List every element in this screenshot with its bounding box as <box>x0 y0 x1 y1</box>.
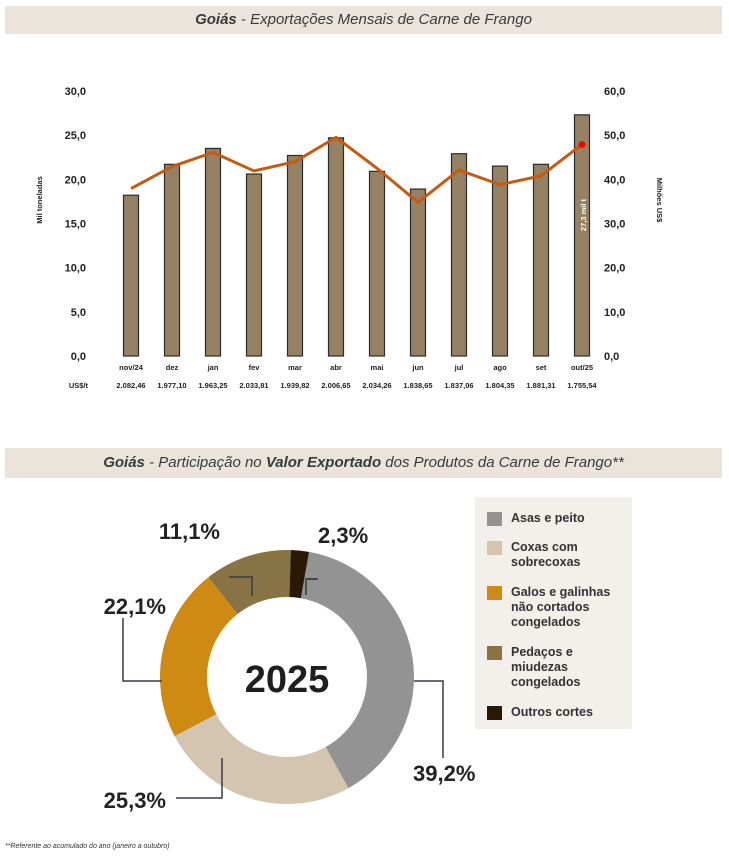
x-tick-label: jun <box>411 363 424 372</box>
bar-dez <box>163 163 181 357</box>
bar-annotation: 27,3 mil t <box>579 198 588 231</box>
legend-label: Outros cortes <box>511 705 593 719</box>
y-tick-label: 10,0 <box>65 263 86 275</box>
price-row-label: US$/t <box>69 381 89 390</box>
price-value: 2.082,46 <box>116 381 145 390</box>
legend-label: Pedaços e miudezas congelados <box>511 645 581 689</box>
legend-swatch <box>487 706 502 720</box>
center-label: 2025 <box>245 659 330 701</box>
y2-tick-label: 20,0 <box>604 263 625 275</box>
y-tick-label: 30,0 <box>65 86 86 98</box>
bar-chart-title: Goiás - Exportações Mensais de Carne de … <box>5 6 722 34</box>
donut-slice-0 <box>300 551 414 789</box>
slice-percent-label: 25,3% <box>104 788 166 813</box>
bar-line-chart: 0,0 5,0 10,0 15,0 20,0 25,0 30,0 0,0 10,0 20,0 30,… <box>35 86 664 390</box>
price-value: 1.881,31 <box>526 381 555 390</box>
price-value: 1.837,06 <box>444 381 473 390</box>
slice-percent-label: 39,2% <box>413 761 475 786</box>
leader-line <box>122 618 162 682</box>
title-part: dos Produtos da Carne de Frango** <box>381 454 624 471</box>
bar-jun <box>409 188 427 357</box>
legend-label: Galos e galinhas não cortados congelados <box>511 585 611 629</box>
price-value: 2.034,26 <box>362 381 391 390</box>
price-value: 1.939,82 <box>280 381 309 390</box>
bar-nov/24 <box>122 194 140 357</box>
title-bold: Valor Exportado <box>265 454 382 471</box>
bar-out/25 <box>573 114 591 357</box>
price-value: 1.804,35 <box>485 381 514 390</box>
y2-tick-label: 10,0 <box>604 307 625 319</box>
x-tick-label: out/25 <box>571 363 593 372</box>
price-value: 1.755,54 <box>567 381 597 390</box>
price-value: 2.006,65 <box>321 381 350 390</box>
bar-fev <box>245 173 263 357</box>
legend-item: Outros cortes <box>487 705 593 720</box>
donut-legend: Asas e peito Coxas com sobrecoxas Galos … <box>475 497 632 729</box>
y-tick-label: 25,0 <box>65 130 86 142</box>
legend-swatch <box>487 646 502 660</box>
y-tick-label: 15,0 <box>65 219 86 231</box>
legend-item: Galos e galinhas não cortados congelados <box>487 585 632 630</box>
footnote: **Referente ao acumulado do ano (janeiro… <box>5 843 170 850</box>
legend-swatch <box>487 541 502 555</box>
x-tick-label: mai <box>371 363 384 372</box>
bar-mai <box>368 170 386 357</box>
slice-percent-label: 11,1% <box>159 519 220 544</box>
y2-tick-label: 0,0 <box>604 351 619 363</box>
legend-item: Asas e peito <box>487 511 585 526</box>
x-tick-label: nov/24 <box>119 363 144 372</box>
donut-slice-3 <box>208 550 291 615</box>
price-value: 1.963,25 <box>198 381 227 390</box>
donut-slice-4 <box>289 550 310 599</box>
leader-line <box>176 758 223 799</box>
donut-chart-title: Goiás - Participação no Valor Exportado … <box>5 448 722 478</box>
leader-line <box>229 576 253 596</box>
x-tick-label: mar <box>288 363 302 372</box>
leader-line <box>414 680 444 758</box>
slice-percent-label: 2,3% <box>318 523 368 548</box>
y-tick-label: 20,0 <box>65 174 86 186</box>
title-rest: - Exportações Mensais de Carne de Frango <box>236 11 532 28</box>
legend-label: Coxas com sobrecoxas <box>511 540 581 569</box>
bar-jul <box>450 153 468 357</box>
x-tick-label: ago <box>493 363 507 372</box>
y-axis-label: Mil toneladas <box>35 176 44 224</box>
leader-line <box>305 578 318 595</box>
price-value: 1.977,10 <box>157 381 186 390</box>
y-tick-label: 5,0 <box>71 307 86 319</box>
bar-set <box>532 163 550 357</box>
bar-ago <box>491 165 509 357</box>
x-tick-label: fev <box>249 363 261 372</box>
legend-swatch <box>487 512 502 526</box>
donut-slice-2 <box>160 577 238 737</box>
bar-jan <box>204 147 222 357</box>
line-series <box>130 135 583 204</box>
x-tick-label: jan <box>207 363 219 372</box>
legend-item: Coxas com sobrecoxas <box>487 540 597 570</box>
x-tick-label: jul <box>454 363 464 372</box>
legend-label: Asas e peito <box>511 511 585 525</box>
legend-swatch <box>487 586 502 600</box>
x-tick-label: dez <box>166 363 179 372</box>
bar-mar <box>286 154 304 357</box>
y2-tick-label: 60,0 <box>604 86 625 98</box>
line-point-out/25 <box>578 140 586 148</box>
legend-item: Pedaços e miudezas congelados <box>487 645 617 690</box>
y-tick-label: 0,0 <box>71 351 86 363</box>
title-part: - Participação no <box>144 454 266 471</box>
x-tick-label: set <box>536 363 547 372</box>
y2-tick-label: 30,0 <box>604 219 625 231</box>
title-bold: Goiás <box>103 454 145 471</box>
donut-slice-1 <box>174 714 349 804</box>
x-tick-label: abr <box>330 363 342 372</box>
price-value: 1.838,65 <box>403 381 432 390</box>
y2-tick-label: 50,0 <box>604 130 625 142</box>
y2-axis-label: Milhões US$ <box>655 178 664 223</box>
slice-percent-label: 22,1% <box>104 594 166 619</box>
price-value: 2.033,81 <box>239 381 268 390</box>
y2-tick-label: 40,0 <box>604 174 625 186</box>
title-bold: Goiás <box>195 11 237 28</box>
